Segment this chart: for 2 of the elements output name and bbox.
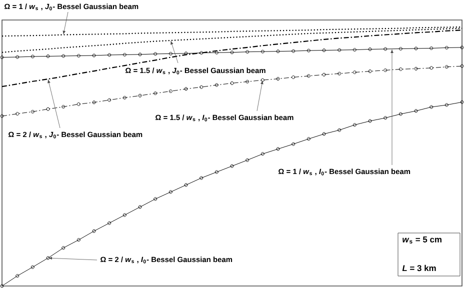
annotation: L = 3 km xyxy=(402,264,436,272)
annotation: w$_{s}$ = 5 cm xyxy=(402,236,442,244)
